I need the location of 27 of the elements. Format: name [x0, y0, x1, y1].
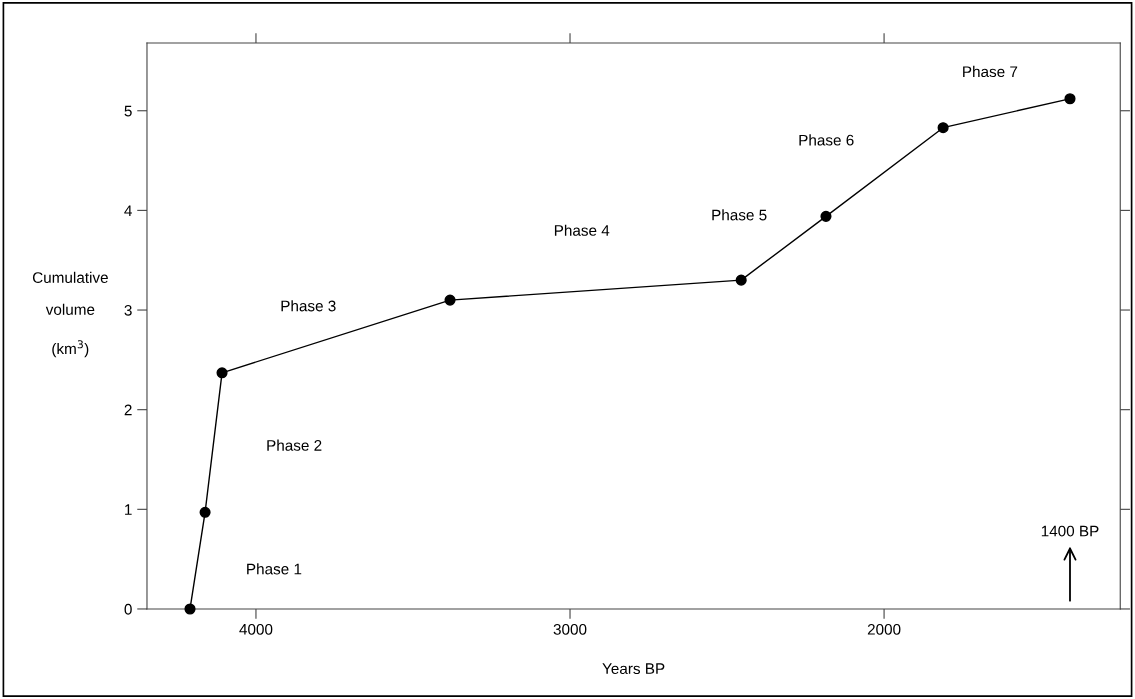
y-tick-label: 0 — [124, 603, 132, 615]
point — [199, 506, 211, 518]
annotation: Phase 4 — [554, 224, 610, 236]
annotation: Phase 3 — [281, 300, 336, 312]
point — [937, 122, 949, 134]
text: Cumulative volume (km$^{3}$) — [32, 271, 108, 358]
x-tick-label: 3000 — [553, 623, 587, 635]
y-tick-label: 4 — [124, 205, 132, 216]
x-tick-label: 2000 — [867, 623, 901, 635]
y-tick-label: 2 — [124, 404, 132, 416]
annotation: Phase 6 — [799, 134, 854, 146]
x-axis-title: Years BP — [602, 663, 665, 675]
point — [216, 367, 228, 379]
y-tick-label: 3 — [124, 304, 132, 316]
point — [184, 603, 196, 615]
annotation: Phase 2 — [267, 439, 322, 451]
point — [1064, 93, 1076, 105]
annotation: Phase 7 — [963, 65, 1018, 78]
annotation: 1400 BP — [1041, 525, 1099, 537]
point — [820, 210, 832, 222]
point — [735, 274, 747, 286]
point — [444, 294, 456, 306]
y-tick-label: 5 — [124, 105, 132, 117]
annotation: Phase 5 — [712, 209, 767, 221]
x-tick-label: 4000 — [239, 623, 273, 635]
y-tick-label: 1 — [125, 504, 132, 515]
annotation: Phase 1 — [247, 563, 302, 575]
